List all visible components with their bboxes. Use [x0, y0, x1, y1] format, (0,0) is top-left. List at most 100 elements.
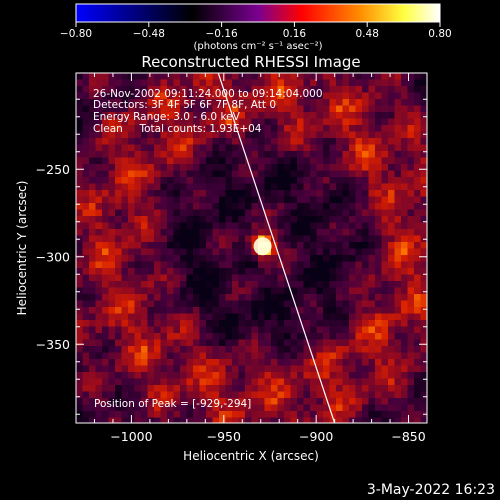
heatmap-cell [388, 157, 395, 165]
heatmap-cell [375, 125, 382, 132]
heatmap-cell [342, 255, 350, 262]
heatmap-cell [290, 352, 298, 360]
heatmap-cell [95, 235, 103, 243]
heatmap-cell [154, 203, 161, 210]
heatmap-cell [355, 196, 363, 204]
heatmap-cell [401, 300, 408, 308]
footer-date: 3-May-2022 16:23 [367, 482, 495, 498]
heatmap-cell [147, 138, 155, 145]
heatmap-cell [199, 274, 207, 282]
heatmap-cell [258, 281, 265, 288]
heatmap-cell [89, 86, 96, 93]
heatmap-cell [134, 229, 142, 236]
heatmap-cell [277, 105, 285, 113]
heatmap-cell [368, 274, 376, 282]
heatmap-cell [355, 346, 363, 353]
heatmap-cell [206, 404, 213, 412]
heatmap-cell [355, 203, 363, 210]
heatmap-cell [329, 326, 337, 334]
heatmap-cell [121, 281, 129, 288]
heatmap-cell [134, 268, 142, 275]
heatmap-cell [134, 255, 142, 262]
colorbar-tick-label: −0.80 [60, 28, 92, 40]
heatmap-cell [349, 398, 356, 405]
heatmap-cell [290, 268, 298, 275]
heatmap-cell [134, 164, 142, 171]
heatmap-cell [316, 294, 324, 301]
heatmap-cell [420, 99, 427, 106]
heatmap-cell [134, 326, 142, 334]
heatmap-cell [284, 138, 291, 145]
heatmap-cell [121, 326, 129, 334]
heatmap-cell [134, 398, 142, 405]
heatmap-cell [381, 281, 389, 288]
heatmap-cell [128, 144, 135, 152]
heatmap-cell [232, 417, 239, 423]
heatmap-cell [89, 417, 96, 423]
heatmap-cell [297, 274, 304, 282]
heatmap-cell [193, 170, 200, 178]
heatmap-cell [394, 352, 402, 360]
heatmap-cell [323, 183, 330, 191]
heatmap-cell [368, 294, 376, 301]
heatmap-cell [95, 144, 103, 152]
heatmap-cell [284, 118, 291, 126]
heatmap-cell [284, 255, 291, 262]
heatmap-cell [160, 398, 168, 405]
heatmap-cell [420, 372, 427, 379]
heatmap-cell [147, 333, 155, 340]
heatmap-cell [407, 404, 415, 412]
heatmap-cell [115, 268, 122, 275]
heatmap-cell [115, 229, 122, 236]
heatmap-cell [264, 339, 272, 347]
heatmap-cell [394, 196, 402, 204]
heatmap-cell [160, 216, 168, 223]
heatmap-cell [154, 105, 161, 113]
heatmap-cell [115, 105, 122, 113]
heatmap-cell [329, 320, 337, 327]
heatmap-cell [82, 300, 90, 308]
heatmap-cell [180, 242, 187, 249]
heatmap-cell [329, 242, 337, 249]
heatmap-cell [355, 222, 363, 230]
heatmap-cell [167, 164, 174, 171]
heatmap-cell [82, 365, 90, 373]
heatmap-cell [199, 287, 207, 295]
heatmap-cell [375, 131, 382, 139]
heatmap-cell [108, 177, 116, 184]
heatmap-cell [329, 99, 337, 106]
heatmap-cell [375, 307, 382, 314]
heatmap-cell [297, 294, 304, 301]
heatmap-cell [310, 268, 317, 275]
heatmap-cell [225, 404, 233, 412]
heatmap-cell [297, 365, 304, 373]
heatmap-cell [368, 352, 376, 360]
heatmap-cell [284, 268, 291, 275]
heatmap-cell [141, 320, 148, 327]
heatmap-cell [290, 157, 298, 165]
heatmap-cell [407, 144, 415, 152]
heatmap-cell [180, 222, 187, 230]
heatmap-cell [290, 261, 298, 269]
heatmap-cell [219, 164, 226, 171]
heatmap-cell [121, 261, 129, 269]
heatmap-cell [394, 79, 402, 87]
heatmap-cell [401, 196, 408, 204]
heatmap-cell [89, 339, 96, 347]
heatmap-cell [167, 118, 174, 126]
heatmap-cell [284, 99, 291, 106]
heatmap-cell [212, 131, 220, 139]
heatmap-cell [76, 352, 83, 360]
heatmap-cell [310, 131, 317, 139]
heatmap-cell [160, 235, 168, 243]
heatmap-cell [160, 378, 168, 386]
heatmap-cell [388, 378, 395, 386]
heatmap-cell [329, 281, 337, 288]
heatmap-cell [167, 352, 174, 360]
heatmap-cell [394, 86, 402, 93]
heatmap-cell [388, 417, 395, 423]
heatmap-cell [154, 92, 161, 100]
heatmap-cell [186, 216, 194, 223]
heatmap-cell [245, 398, 252, 405]
heatmap-cell [394, 229, 402, 236]
